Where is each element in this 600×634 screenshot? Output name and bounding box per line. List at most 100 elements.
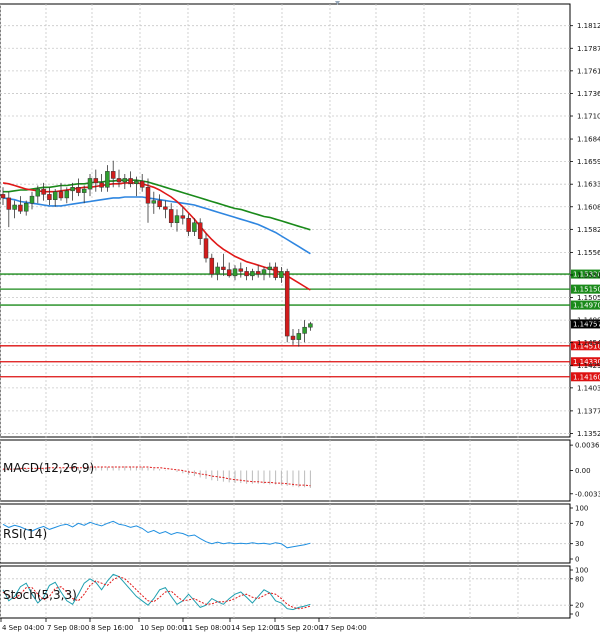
level-tag-1 [571, 284, 600, 294]
candle-body-5 [29, 195, 35, 204]
rsi-tick-label-2: 30 [575, 540, 584, 548]
level-tag-3 [571, 341, 600, 351]
price-tick-label-17: 1.13775 [577, 407, 600, 415]
candle-body-38 [221, 266, 226, 270]
candle-body-24 [139, 180, 145, 188]
time-tick-label-3: 10 Sep 00:00 [140, 624, 187, 632]
candle-body-0 [0, 194, 6, 199]
candle-body-43 [250, 271, 255, 277]
candle-body-27 [157, 200, 162, 208]
candle-body-28 [163, 206, 168, 210]
candle-body-17 [99, 182, 104, 188]
candle-body-3 [18, 204, 23, 212]
time-tick-label-6: 15 Sep 20:00 [276, 624, 323, 632]
candle-body-15 [87, 178, 93, 190]
candle-body-39 [226, 269, 232, 277]
price-tick-label-0: 1.18125 [577, 22, 600, 30]
price-tick-label-5: 1.16845 [577, 136, 600, 144]
candle-body-35 [203, 238, 209, 259]
current-price-label: 1.14757 [573, 320, 600, 328]
time-tick-label-4: 11 Sep 08:00 [184, 624, 231, 632]
price-tick-label-14: 1.14545 [577, 339, 600, 347]
stoch-label: Stoch(5,3,3) [3, 588, 77, 602]
candlesticks [0, 160, 313, 347]
price-tick-label-7: 1.16335 [577, 181, 600, 189]
ma-blue-line [2, 196, 311, 255]
level-tag-2 [571, 300, 600, 310]
candle-body-19 [110, 171, 116, 179]
candle-body-20 [116, 178, 122, 183]
price-tick-label-10: 1.15565 [577, 249, 600, 257]
candle-body-48 [279, 271, 284, 278]
candle-body-32 [186, 218, 191, 232]
candle-body-31 [180, 215, 186, 219]
price-tick-label-16: 1.14035 [577, 384, 600, 392]
time-tick-label-2: 8 Sep 16:00 [91, 624, 133, 632]
level-tag-0 [571, 269, 600, 279]
rsi-line [2, 520, 311, 549]
current-price-tag [571, 319, 600, 329]
candle-body-18 [105, 171, 110, 188]
stoch-k-line [2, 573, 311, 611]
candle-body-53 [308, 323, 313, 328]
time-axis: 4 Sep 04:00 7 Sep 08:00 8 Sep 16:00 10 Sep … [0, 618, 367, 632]
candle-body-47 [273, 266, 278, 278]
candle-body-50 [290, 335, 296, 340]
time-tick-label-0: 4 Sep 04:00 [2, 624, 44, 632]
level-tag-5 [571, 372, 600, 382]
price-axis: 1.18125 1.17870 1.17615 1.17360 1.17105 1.168… [570, 22, 600, 438]
candle-body-51 [296, 333, 302, 340]
level-label-4: 1.14330 [573, 358, 600, 366]
candle-body-12 [70, 187, 75, 192]
price-tick-label-6: 1.16590 [577, 158, 600, 166]
candle-body-4 [23, 202, 29, 212]
stoch-tick-label-1: 80 [575, 575, 584, 583]
macd-tick-label-1: 0.00 [575, 467, 591, 475]
candle-body-45 [261, 269, 267, 275]
level-label-3: 1.14510 [573, 342, 600, 350]
candle-body-16 [93, 178, 99, 184]
level-label-0: 1.15320 [573, 271, 600, 279]
price-tick-label-15: 1.14290 [577, 362, 600, 370]
ma-green-line [3, 179, 311, 231]
rsi-tick-label-3: 0 [575, 556, 579, 564]
stoch-panel-frame [0, 565, 571, 619]
rsi-tick-label-1: 70 [575, 520, 584, 528]
candle-body-44 [255, 271, 261, 275]
stoch-tick-label-3: 0 [575, 611, 579, 619]
rsi-label: RSI(14) [3, 527, 47, 541]
price-tick-label-13: 1.14800 [577, 317, 600, 325]
candle-body-30 [174, 215, 180, 223]
macd-tick-label-0: 0.003639 [575, 442, 600, 450]
candle-body-52 [302, 326, 307, 334]
candle-body-7 [41, 188, 46, 195]
main-panel-frame [0, 3, 571, 438]
candle-body-2 [12, 204, 17, 210]
candle-body-8 [47, 194, 52, 200]
candle-body-36 [209, 257, 215, 275]
price-tick-label-4: 1.17105 [577, 113, 600, 121]
price-tick-label-1: 1.17870 [577, 45, 600, 53]
candle-body-14 [81, 188, 87, 193]
candle-body-33 [192, 222, 197, 232]
candle-body-26 [151, 200, 157, 204]
time-tick-label-7: 17 Sep 04:00 [320, 624, 367, 632]
time-tick-label-1: 7 Sep 08:00 [47, 624, 89, 632]
macd-tick-label-2: -0.00334 [575, 490, 600, 498]
time-tick-label-5: 14 Sep 12:00 [231, 624, 278, 632]
price-tick-label-2: 1.17615 [577, 67, 600, 75]
level-tag-4 [571, 357, 600, 367]
candle-body-21 [122, 178, 128, 183]
candle-body-22 [128, 178, 133, 185]
candle-body-46 [267, 266, 273, 270]
candle-body-34 [197, 222, 203, 239]
macd-panel-frame [0, 439, 571, 502]
candle-body-10 [58, 191, 64, 199]
candle-body-29 [168, 209, 174, 223]
rsi-panel-frame [0, 503, 571, 564]
scroll-marker-icon[interactable] [335, 1, 340, 5]
stoch-tick-label-2: 20 [575, 602, 584, 610]
